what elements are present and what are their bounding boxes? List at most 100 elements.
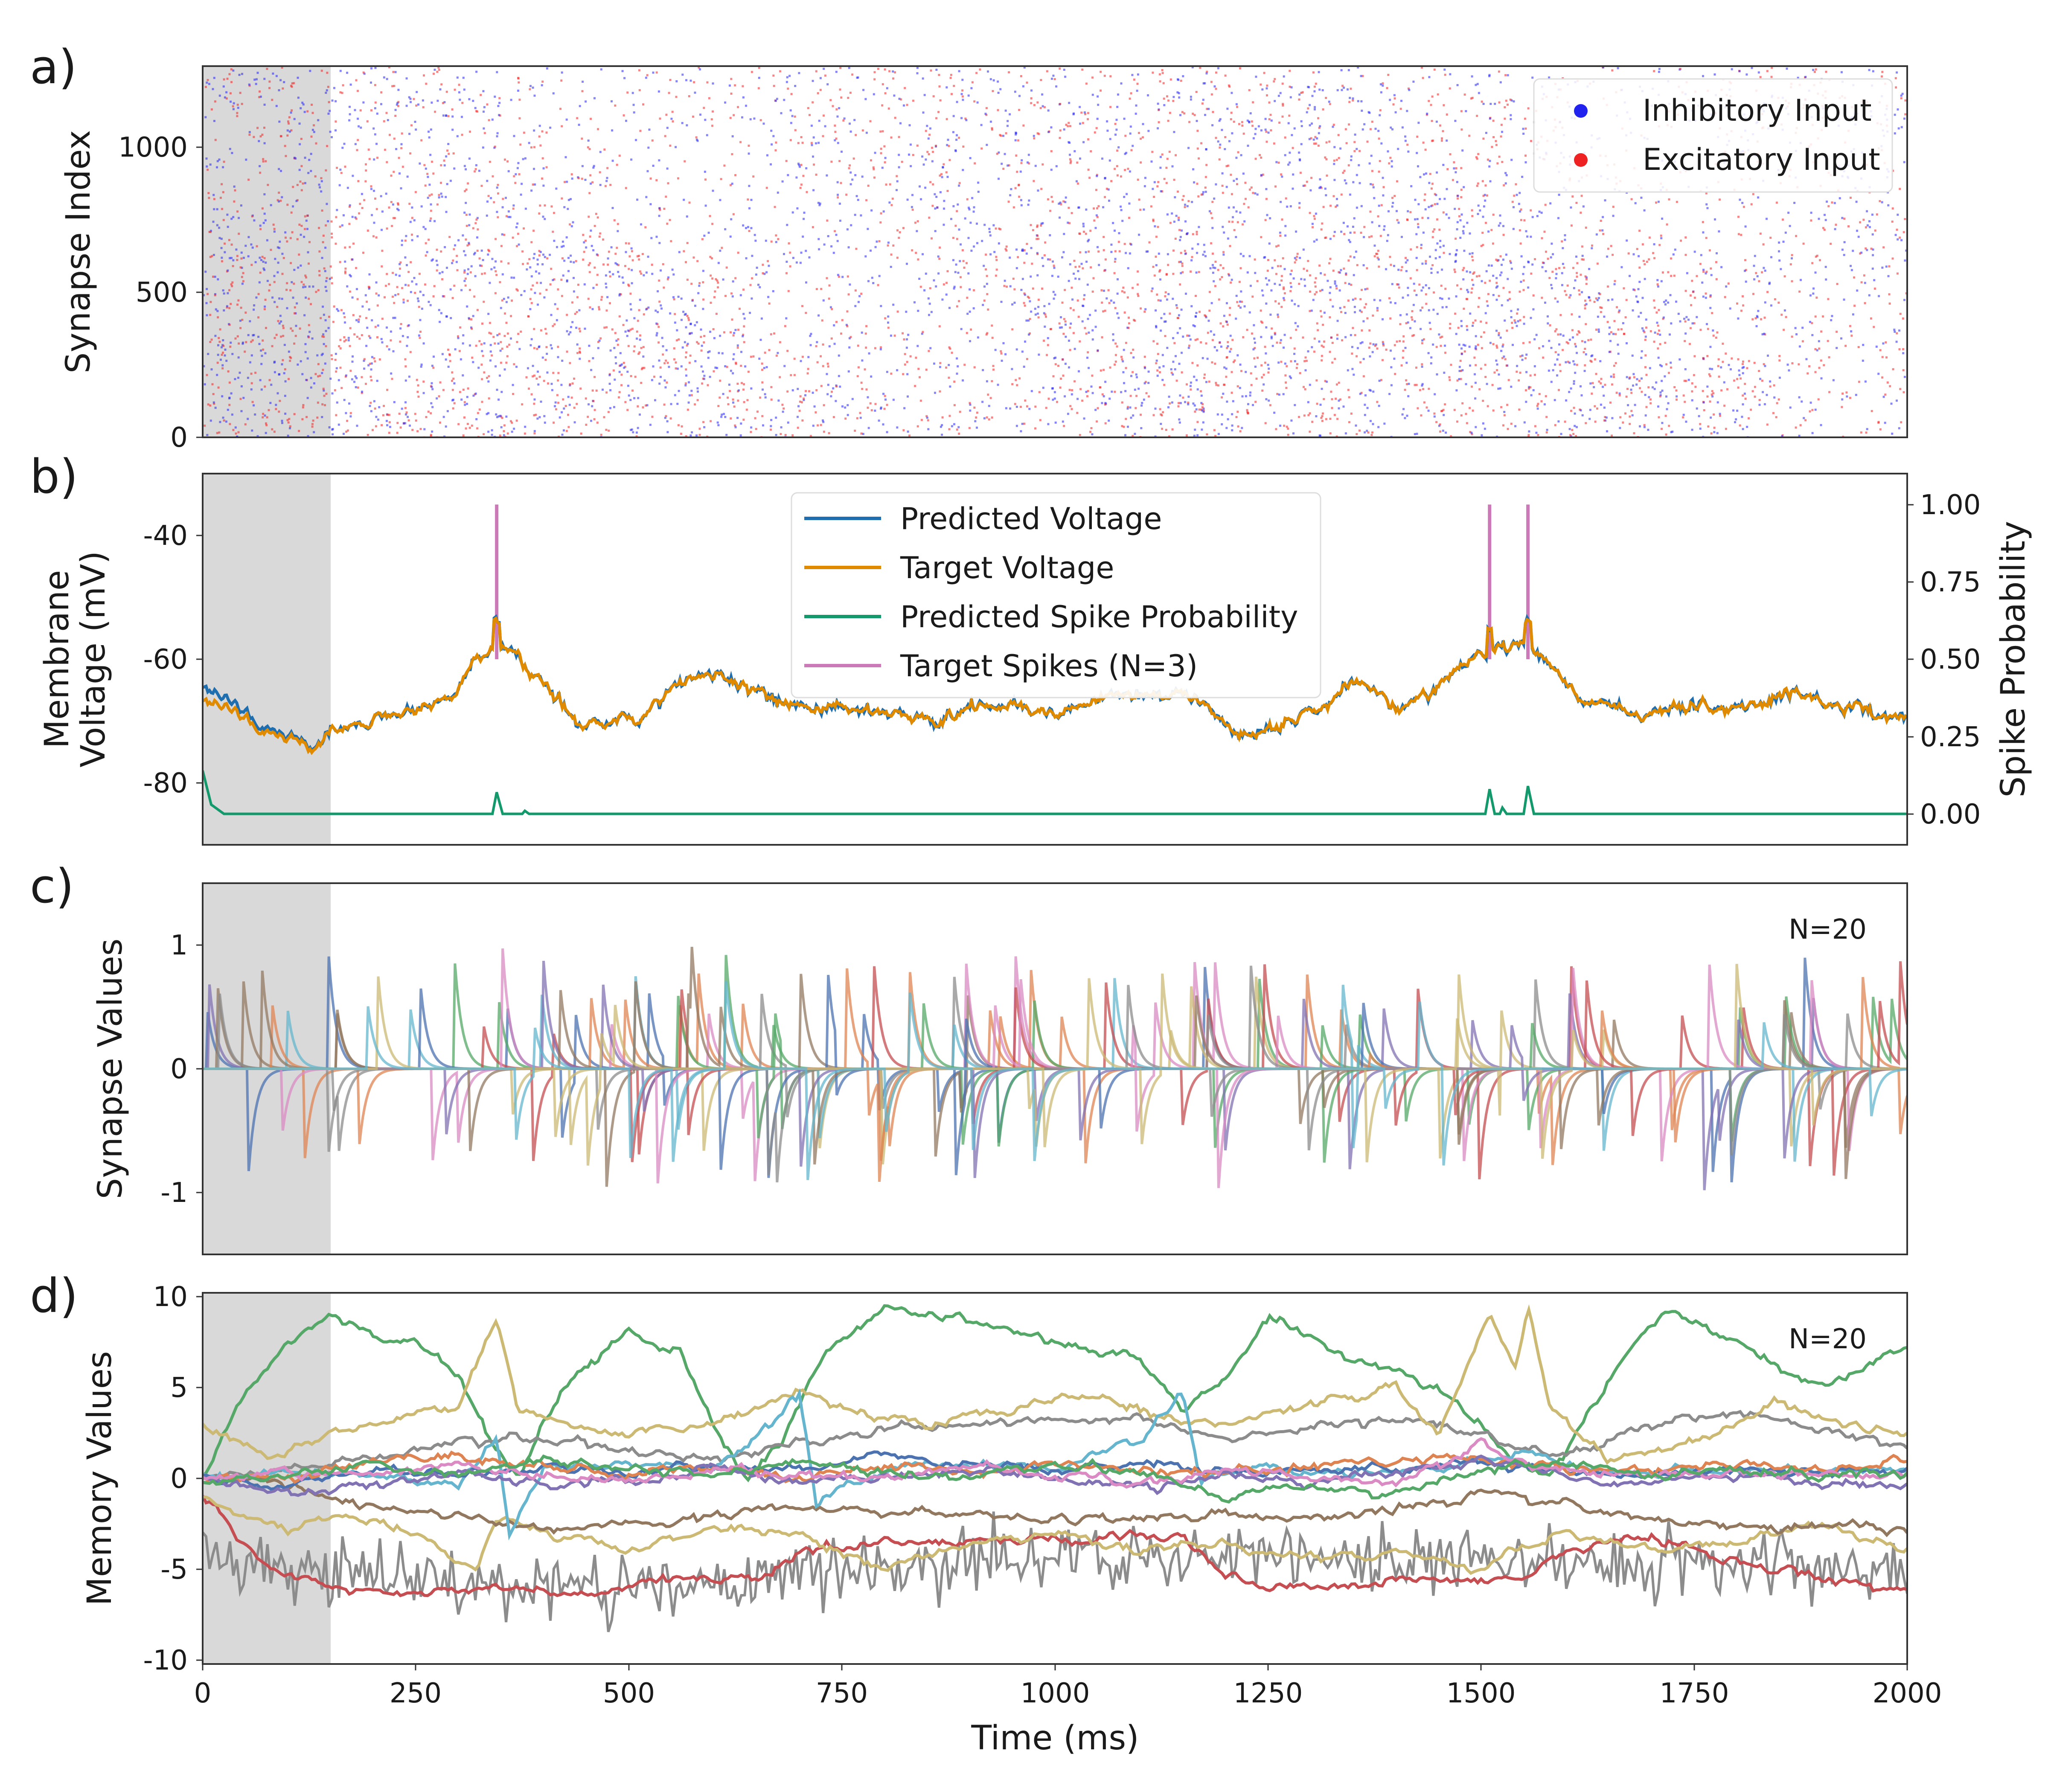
excitatory-input-point: [939, 390, 941, 393]
excitatory-input-point: [415, 419, 417, 422]
inhibitory-input-point: [368, 273, 371, 276]
excitatory-input-point: [543, 380, 545, 382]
excitatory-input-point: [1059, 137, 1061, 139]
inhibitory-input-point: [318, 183, 320, 186]
inhibitory-input-point: [1661, 218, 1664, 220]
inhibitory-input-point: [703, 426, 706, 428]
inhibitory-input-point: [855, 195, 858, 198]
excitatory-input-point: [335, 216, 337, 218]
excitatory-input-point: [221, 260, 223, 262]
excitatory-input-point: [1450, 364, 1452, 366]
inhibitory-input-point: [1522, 273, 1524, 275]
inhibitory-input-point: [283, 343, 286, 346]
excitatory-input-point: [731, 318, 733, 321]
inhibitory-input-point: [1416, 152, 1418, 154]
inhibitory-input-point: [712, 189, 714, 192]
excitatory-input-point: [600, 433, 602, 436]
inhibitory-input-point: [1147, 94, 1149, 96]
excitatory-input-point: [1206, 433, 1208, 436]
inhibitory-input-point: [323, 389, 325, 392]
excitatory-input-point: [469, 131, 471, 133]
excitatory-input-point: [1436, 218, 1438, 221]
excitatory-input-point: [1456, 284, 1459, 287]
excitatory-input-point: [1219, 146, 1221, 149]
excitatory-input-point: [226, 306, 228, 309]
inhibitory-input-point: [329, 378, 332, 380]
excitatory-input-point: [685, 435, 687, 437]
excitatory-input-point: [608, 429, 610, 432]
inhibitory-input-point: [1576, 426, 1578, 428]
excitatory-input-point: [375, 425, 377, 428]
inhibitory-input-point: [1570, 435, 1572, 437]
excitatory-input-point: [1238, 123, 1240, 125]
excitatory-input-point: [292, 186, 294, 188]
excitatory-input-point: [268, 87, 271, 89]
inhibitory-input-point: [286, 129, 289, 132]
excitatory-input-point: [1036, 238, 1038, 240]
inhibitory-input-point: [1205, 148, 1207, 151]
excitatory-input-point: [494, 145, 496, 148]
inhibitory-input-point: [241, 282, 244, 285]
inhibitory-input-point: [1088, 332, 1090, 334]
excitatory-input-point: [1017, 139, 1019, 142]
excitatory-input-point: [206, 374, 208, 376]
inhibitory-input-point: [1382, 343, 1385, 345]
inhibitory-input-point: [1495, 359, 1498, 362]
inhibitory-input-point: [1432, 308, 1435, 311]
inhibitory-input-point: [1504, 182, 1507, 185]
excitatory-input-point: [1886, 381, 1889, 384]
inhibitory-input-point: [1355, 424, 1357, 427]
inhibitory-input-point: [1053, 357, 1056, 360]
excitatory-input-point: [214, 139, 217, 141]
excitatory-input-point: [425, 82, 428, 85]
excitatory-input-point: [311, 112, 314, 114]
inhibitory-input-point: [481, 350, 483, 352]
excitatory-input-point: [719, 379, 721, 382]
excitatory-input-point: [1143, 311, 1146, 313]
excitatory-input-point: [439, 381, 442, 384]
excitatory-input-point: [284, 145, 286, 147]
excitatory-input-point: [983, 300, 986, 302]
inhibitory-input-point: [629, 303, 632, 305]
excitatory-input-point: [456, 255, 458, 257]
inhibitory-input-point: [854, 214, 856, 216]
inhibitory-input-point: [401, 239, 403, 242]
excitatory-input-point: [361, 334, 363, 337]
excitatory-input-point: [1416, 269, 1418, 271]
excitatory-input-point: [355, 79, 358, 81]
inhibitory-input-point: [360, 126, 362, 129]
excitatory-input-point: [1161, 72, 1164, 74]
inhibitory-input-point: [1144, 308, 1147, 311]
inhibitory-input-point: [1421, 262, 1424, 265]
excitatory-input-point: [250, 382, 253, 384]
inhibitory-input-point: [1530, 236, 1532, 238]
inhibitory-input-point: [1020, 430, 1022, 433]
excitatory-input-point: [596, 283, 598, 286]
excitatory-input-point: [1274, 259, 1276, 262]
excitatory-input-point: [614, 332, 617, 335]
excitatory-input-point: [1449, 153, 1452, 156]
inhibitory-input-point: [1441, 297, 1443, 300]
excitatory-input-point: [685, 351, 687, 354]
excitatory-input-point: [1079, 434, 1081, 436]
inhibitory-input-point: [500, 391, 503, 393]
inhibitory-input-point: [1638, 315, 1640, 318]
inhibitory-input-point: [1527, 260, 1530, 263]
inhibitory-input-point: [626, 370, 629, 373]
excitatory-input-point: [317, 363, 320, 365]
inhibitory-input-point: [988, 227, 991, 230]
inhibitory-input-point: [1420, 289, 1423, 292]
excitatory-input-point: [1104, 196, 1106, 198]
inhibitory-input-point: [1548, 340, 1551, 342]
excitatory-input-point: [459, 326, 462, 329]
excitatory-input-point: [1665, 363, 1668, 366]
excitatory-input-point: [223, 160, 225, 163]
excitatory-input-point: [958, 300, 960, 303]
inhibitory-input-point: [731, 295, 734, 298]
excitatory-input-point: [587, 416, 589, 418]
excitatory-input-point: [1003, 285, 1006, 287]
inhibitory-input-point: [1469, 253, 1471, 255]
inhibitory-input-point: [313, 382, 315, 384]
excitatory-input-point: [1623, 287, 1625, 290]
excitatory-input-point: [1772, 412, 1775, 414]
